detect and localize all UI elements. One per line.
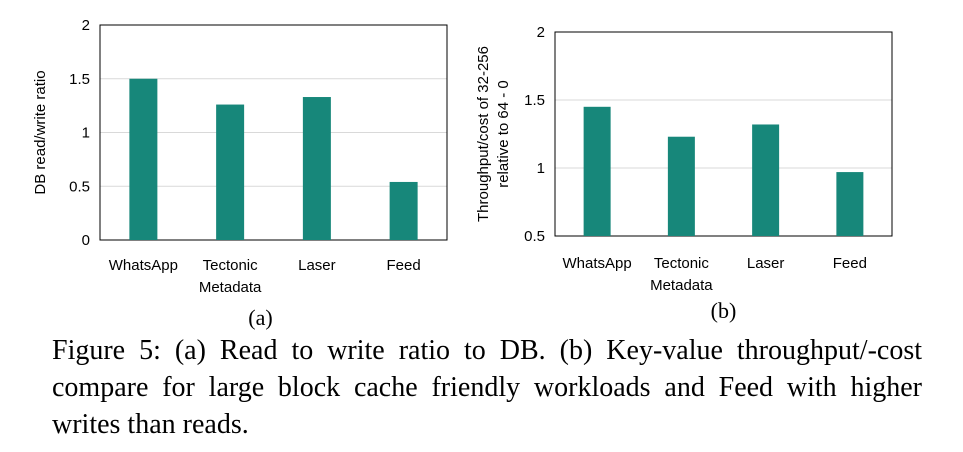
bar	[583, 106, 611, 236]
figure-caption: Figure 5: (a) Read to write ratio to DB.…	[52, 335, 922, 440]
chart-a: 0 0.5 1 1.5 2 WhatsApp Tectonic Metadata Laser Fe…	[32, 17, 448, 330]
y-tick-label: 1.5	[69, 71, 90, 88]
y-tick-label: 0.5	[69, 178, 90, 195]
bar	[129, 78, 158, 240]
y-axis-label: DB read/write ratio	[32, 70, 49, 194]
x-tick-label: WhatsApp	[109, 257, 178, 274]
bar	[752, 124, 780, 236]
x-tick-label: Metadata	[199, 279, 262, 296]
chart-b: 0.5 1 1.5 2 WhatsApp Tectonic Metadata Laser Fee…	[475, 24, 893, 323]
x-tick-label: Feed	[387, 257, 421, 274]
y-tick-label: 2	[82, 17, 90, 34]
subfigure-label: (a)	[248, 305, 272, 330]
plot-frame	[99, 24, 448, 241]
x-tick-label: Tectonic	[203, 257, 259, 274]
y-tick-label: 0	[82, 232, 90, 249]
y-tick-label: 1.5	[524, 92, 545, 109]
y-axis-label: relative to 64 - 0	[495, 80, 512, 188]
bar	[836, 172, 864, 236]
plot-frame	[554, 31, 893, 237]
x-tick-label: WhatsApp	[563, 255, 632, 272]
y-tick-label: 1	[82, 125, 90, 142]
x-tick-label: Laser	[747, 255, 785, 272]
bar	[667, 136, 695, 236]
x-tick-label: Metadata	[650, 277, 713, 294]
y-tick-label: 2	[537, 24, 545, 41]
x-tick-label: Laser	[298, 257, 336, 274]
subfigure-label: (b)	[711, 298, 737, 323]
bar	[389, 181, 418, 240]
y-tick-label: 1	[537, 160, 545, 177]
bar	[302, 97, 331, 241]
y-axis-label: Throughput/cost of 32-256	[475, 46, 492, 222]
figure-panels: 0 0.5 1 1.5 2 WhatsApp Tectonic Metadata Laser Fe…	[32, 17, 893, 330]
x-tick-label: Feed	[833, 255, 867, 272]
x-tick-label: Tectonic	[654, 255, 710, 272]
y-tick-label: 0.5	[524, 228, 545, 245]
bar	[216, 104, 245, 240]
